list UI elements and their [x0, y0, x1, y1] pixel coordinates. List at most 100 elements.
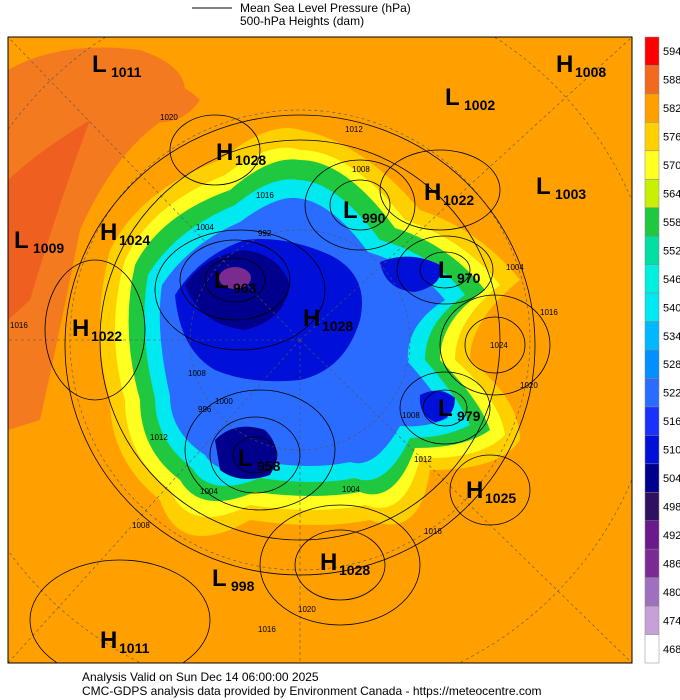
center-value: 990 — [362, 210, 386, 226]
contour-label: 1016 — [258, 625, 276, 634]
center-value: 1008 — [575, 64, 606, 80]
center-letter: L — [343, 197, 358, 224]
colorbar-label: 534 — [663, 331, 680, 343]
center-value: 1022 — [91, 328, 122, 344]
colorbar-swatch — [644, 36, 660, 66]
colorbar-label: 540 — [663, 302, 680, 314]
colorbar-swatch — [644, 435, 660, 465]
contour-label: 996 — [198, 405, 212, 414]
center-value: 1028 — [235, 152, 266, 168]
center-letter: L — [92, 51, 107, 78]
center-value: 970 — [457, 270, 481, 286]
colorbar-label: 516 — [663, 416, 680, 428]
center-value: 1011 — [119, 640, 150, 656]
map-frame — [7, 36, 633, 664]
center-value: 1028 — [339, 562, 370, 578]
colorbar-label: 504 — [663, 473, 680, 485]
center-letter: H — [466, 477, 483, 504]
colorbar-label: 492 — [663, 530, 680, 542]
contour-label: 1012 — [150, 433, 168, 442]
center-value: 1022 — [443, 192, 474, 208]
colorbar-label: 480 — [663, 587, 680, 599]
legend-heights: 500-hPa Heights (dam) — [240, 14, 364, 28]
map-area — [8, 37, 632, 663]
contour-label: 1016 — [540, 308, 558, 317]
colorbar-swatch — [644, 264, 660, 294]
center-letter: L — [238, 445, 253, 472]
center-value: 1003 — [555, 186, 586, 202]
center-value: 1011 — [111, 64, 142, 80]
colorbar-label: 546 — [663, 274, 680, 286]
colorbar-swatch — [644, 235, 660, 265]
colorbar-label: 558 — [663, 217, 680, 229]
center-value: 963 — [233, 280, 257, 296]
contour-label: 1020 — [298, 605, 316, 614]
colorbar-label: 564 — [663, 189, 680, 201]
height-588 — [8, 47, 185, 430]
center-letter: L — [438, 257, 453, 284]
center-letter: L — [14, 227, 29, 254]
contour-label: 1004 — [342, 485, 360, 494]
center-letter: H — [556, 51, 573, 78]
colorbar-label: 582 — [663, 103, 680, 115]
colorbar-label: 498 — [663, 502, 680, 514]
colorbar-swatch — [644, 605, 660, 635]
center-letter: H — [72, 315, 89, 342]
center-letter: L — [536, 173, 551, 200]
height-510 — [419, 390, 455, 422]
height-510 — [380, 256, 441, 292]
center-value: 1024 — [119, 232, 150, 248]
colorbar-label: 522 — [663, 388, 680, 400]
colorbar-label: 468 — [663, 644, 680, 656]
contour-label: 1016 — [10, 321, 28, 330]
contour-label: 1004 — [196, 223, 214, 232]
colorbar: 594 588 582 576 570 564 558 552 546 540 534 528 522 5… — [644, 36, 680, 664]
colorbar-label: 486 — [663, 558, 680, 570]
graticule — [8, 37, 632, 663]
colorbar-swatch — [644, 150, 660, 180]
contour-label: 1008 — [402, 411, 420, 420]
credit: CMC-GDPS analysis data provided by Envir… — [82, 684, 542, 698]
legend-pressure: Mean Sea Level Pressure (hPa) — [240, 1, 411, 15]
height-486 — [219, 267, 251, 289]
center-value: 1028 — [322, 318, 353, 334]
colorbar-swatch — [644, 520, 660, 550]
contour-label: 1012 — [414, 455, 432, 464]
contour-label: 1024 — [490, 341, 508, 350]
center-letter: L — [212, 565, 227, 592]
colorbar-swatch — [644, 321, 660, 351]
height-588 — [8, 120, 90, 320]
center-letter: H — [303, 305, 320, 332]
contour-label: 1008 — [132, 521, 150, 530]
center-letter: H — [320, 549, 337, 576]
colorbar-swatch — [644, 548, 660, 578]
contour-label: 1008 — [352, 165, 370, 174]
contour-label: 1004 — [506, 263, 524, 272]
colorbar-swatch — [644, 378, 660, 408]
colorbar-swatch — [644, 207, 660, 237]
contour-labels: 1020 1012 1008 1016 1004 992 1016 1024 1020 1016 1… — [10, 113, 558, 634]
contour-label: 1020 — [520, 381, 538, 390]
center-letter: L — [214, 267, 229, 294]
colorbar-swatch — [644, 179, 660, 208]
colorbar-label: 594 — [663, 46, 680, 58]
colorbar-label: 528 — [663, 359, 680, 371]
colorbar-swatch — [644, 463, 660, 493]
contour-label: 1008 — [188, 369, 206, 378]
colorbar-swatch — [644, 122, 660, 152]
center-letter: H — [424, 179, 441, 206]
colorbar-label: 588 — [663, 75, 680, 87]
contour-label: 1000 — [215, 397, 233, 406]
contour-label: 1020 — [160, 113, 178, 122]
center-value: 1009 — [33, 240, 64, 256]
center-letter: H — [216, 139, 233, 166]
center-letter: L — [445, 84, 460, 111]
colorbar-swatch — [644, 492, 660, 521]
center-letter: H — [100, 627, 117, 654]
contour-label: 1004 — [200, 487, 218, 496]
height-504 — [185, 250, 290, 330]
colorbar-label: 570 — [663, 160, 680, 172]
colorbar-swatch — [644, 93, 660, 123]
